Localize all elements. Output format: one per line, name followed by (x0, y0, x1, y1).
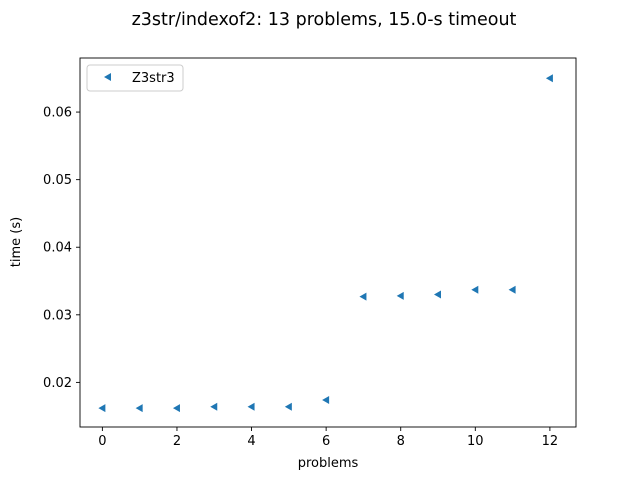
legend: Z3str3 (86, 64, 184, 92)
series-points (98, 74, 553, 413)
data-point (98, 404, 106, 413)
legend-box (86, 64, 184, 92)
x-axis: 0 2 4 6 8 10 12 (98, 427, 558, 449)
data-point (284, 402, 292, 411)
y-tick-label: 0.06 (43, 106, 72, 121)
data-point (172, 404, 180, 413)
data-point (247, 402, 255, 411)
x-tick-label: 2 (173, 434, 181, 449)
x-axis-label: problems (298, 456, 359, 471)
x-tick-label: 0 (98, 434, 106, 449)
legend-marker-triangle-icon (104, 73, 111, 81)
y-tick-label: 0.03 (43, 308, 72, 323)
y-tick-label: 0.05 (43, 173, 72, 188)
legend-label: Z3str3 (132, 71, 175, 86)
plot-area (79, 57, 577, 428)
y-axis: 0.02 0.03 0.04 0.05 0.06 (43, 106, 80, 391)
data-point (135, 404, 143, 413)
x-tick-label: 6 (322, 434, 330, 449)
data-point (545, 74, 553, 83)
chart-title: z3str/indexof2: 13 problems, 15.0-s time… (132, 10, 517, 30)
y-axis-label: time (s) (9, 217, 24, 267)
x-tick-label: 4 (247, 434, 255, 449)
data-point (508, 285, 516, 294)
data-point (359, 292, 367, 301)
data-point (471, 285, 479, 294)
y-tick-label: 0.04 (43, 241, 72, 256)
data-point (322, 395, 330, 404)
y-tick-label: 0.02 (43, 376, 72, 391)
data-point (396, 291, 404, 300)
x-tick-label: 8 (397, 434, 405, 449)
x-tick-label: 10 (467, 434, 484, 449)
x-tick-label: 12 (542, 434, 559, 449)
data-point (210, 402, 218, 411)
data-point (434, 290, 442, 299)
